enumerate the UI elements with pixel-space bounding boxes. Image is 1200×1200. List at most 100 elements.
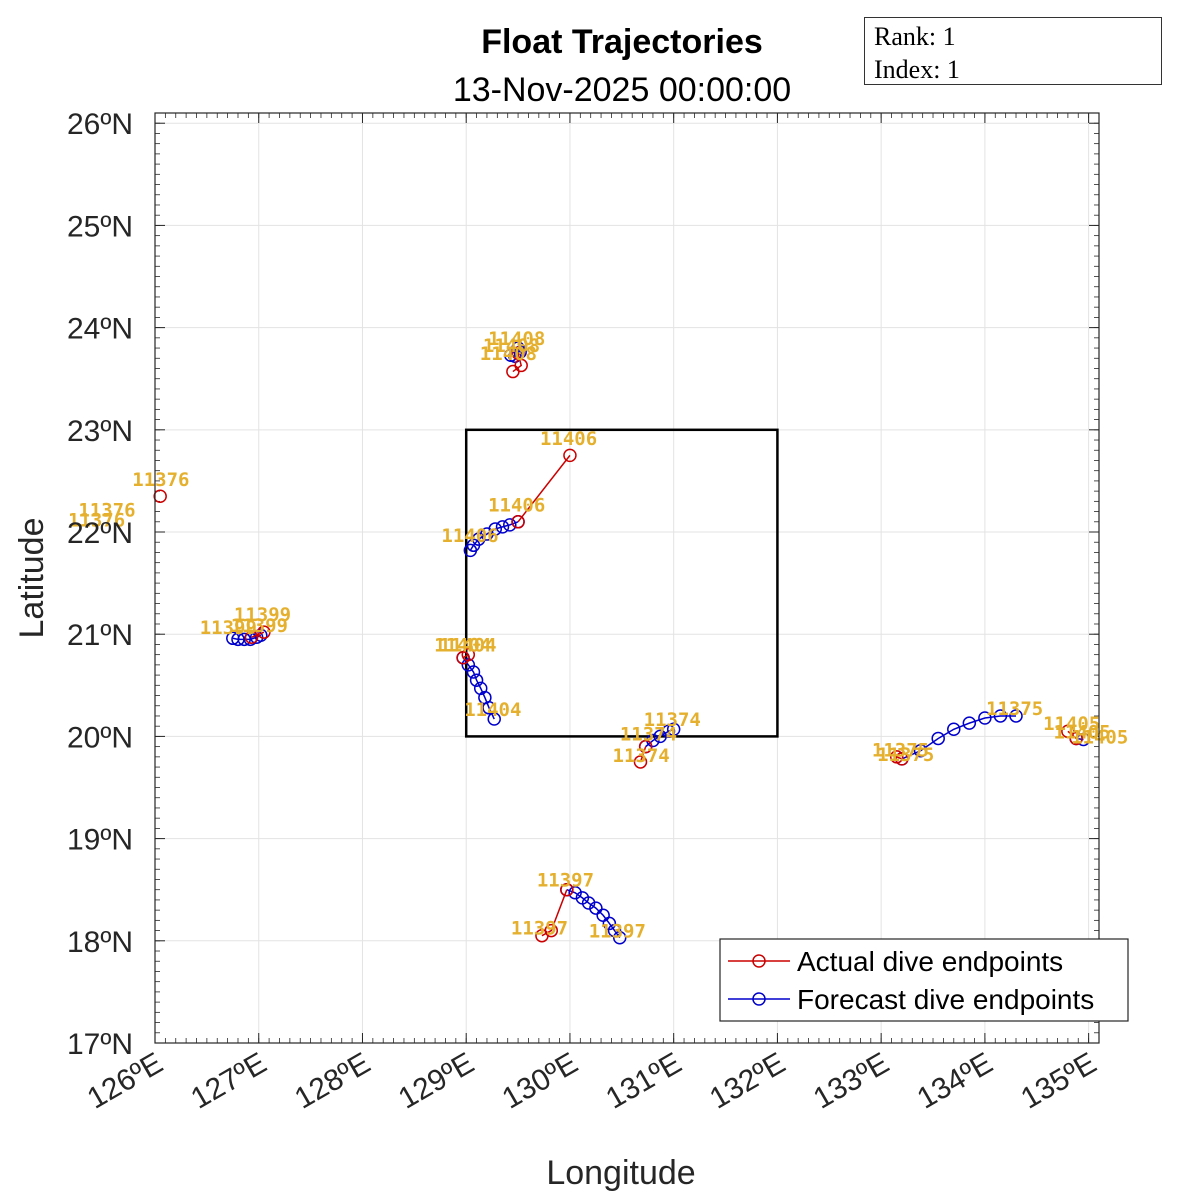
float-id-label: 11397 [589,921,646,943]
actual-track-line [896,756,903,760]
forecast-endpoint-marker [913,743,928,758]
float-id-label: 11376 [68,510,125,532]
y-tick-label: 23ºN [67,415,133,448]
actual-endpoint-marker [638,739,653,754]
x-tick-label: 127ºE [186,1046,273,1115]
float-id-label: 11408 [480,343,537,365]
y-tick-label: 18ºN [67,926,133,959]
actual-track-line [517,454,571,523]
forecast-endpoint-marker [482,701,496,715]
plot-area [155,113,1099,1043]
legend-forecast-marker [752,992,766,1006]
forecast-endpoint-marker [466,665,481,679]
float-id-label: 11404 [439,634,496,656]
x-tick-label: 131ºE [601,1046,688,1115]
float-id-label: 11399 [231,615,288,637]
x-tick-label: 129ºE [393,1046,480,1115]
float-id-label: 11397 [537,869,594,891]
rank-text: Rank: 1 [874,22,956,51]
legend-box [719,938,1129,1022]
actual-endpoint-marker [1061,724,1075,739]
x-tick-label: 134ºE [912,1046,999,1115]
legend-forecast-label: Forecast dive endpoints [797,984,1094,1015]
y-tick-label: 17ºN [67,1028,133,1061]
x-tick-label: 130ºE [497,1046,584,1115]
float-id-label: 11406 [441,525,498,547]
float-id-label: 11405 [1043,713,1100,735]
actual-track-line [462,654,469,659]
actual-endpoint-marker [153,489,167,503]
actual-endpoint-marker [563,448,577,463]
forecast-endpoint-marker [1076,732,1091,747]
float-id-label: 11376 [78,500,135,522]
info-box: Rank: 1 Index: 1 [864,17,1162,85]
actual-track-line [512,352,523,373]
y-tick-label: 20ºN [67,721,133,754]
float-id-label: 11397 [511,918,568,940]
forecast-endpoint-marker [962,716,977,730]
float-id-label: 11408 [483,335,540,357]
float-id-label: 11374 [613,745,670,767]
forecast-endpoint-marker [487,712,501,726]
actual-endpoint-marker [514,358,528,373]
actual-endpoint-marker [511,515,525,529]
y-tick-label: 19ºN [67,824,133,857]
x-axis-label: Longitude [546,1154,695,1192]
chart-title: Float Trajectories [481,23,763,61]
actual-endpoint-marker [633,755,648,769]
chart-subtitle: 13-Nov-2025 00:00:00 [453,71,791,109]
float-labels: 1137611376113761139911399113991140811408… [68,328,1128,943]
region-box [464,428,779,738]
actual-endpoint-marker [511,346,525,360]
float-id-label: 11405 [1053,721,1110,743]
forecast-endpoint-marker [237,632,251,647]
x-tick-label: 128ºE [289,1046,376,1115]
float-id-label: 11375 [986,698,1043,720]
forecast-endpoint-marker [666,722,681,737]
y-tick-label: 22ºN [67,517,133,550]
y-axis-label: Latitude [13,518,51,639]
actual-endpoint-marker [257,625,271,639]
forecast-endpoint-marker [947,722,961,737]
actual-endpoint-marker [560,882,574,897]
float-id-label: 11406 [540,428,597,450]
float-id-label: 11399 [200,617,257,639]
legend-actual-label: Actual dive endpoints [797,946,1063,977]
forecast-endpoint-marker [503,518,517,532]
index-text: Index: 1 [874,55,960,84]
float-tracks [153,341,1091,945]
actual-endpoint-marker [895,752,909,766]
region-rectangle [464,428,779,738]
y-tick-label: 24ºN [67,313,133,346]
axes-frame [154,112,1100,1044]
forecast-endpoint-marker [931,731,945,746]
forecast-endpoint-marker [469,673,484,687]
float-id-label: 11404 [464,699,521,721]
float-id-label: 11406 [488,494,545,516]
forecast-track-line [901,715,1017,760]
actual-track-line [541,889,568,937]
float-id-label: 11374 [620,723,677,745]
legend: Actual dive endpoints Forecast dive endp… [719,938,1129,1022]
actual-endpoint-marker [544,923,559,938]
forecast-endpoint-marker [993,709,1008,723]
forecast-endpoint-marker [1009,709,1023,723]
float-id-label: 11408 [488,328,545,350]
actual-track-line [639,746,647,763]
float-id-label: 11376 [132,469,189,491]
float-id-label: 11375 [872,740,929,762]
float-id-label: 11404 [434,634,491,656]
x-tick-label: 133ºE [808,1046,895,1115]
actual-endpoint-marker [1069,731,1083,746]
x-tick-label: 132ºE [704,1046,791,1115]
x-tick-label: 135ºE [1015,1046,1102,1115]
float-id-label: 11399 [234,604,291,626]
forecast-endpoint-marker [612,930,627,945]
float-id-label: 11375 [877,744,934,766]
y-tick-label: 25ºN [67,210,133,243]
forecast-endpoint-marker [978,711,992,725]
forecast-endpoint-marker [589,901,603,915]
float-id-label: 11374 [644,709,701,731]
forecast-endpoint-marker [495,520,510,534]
